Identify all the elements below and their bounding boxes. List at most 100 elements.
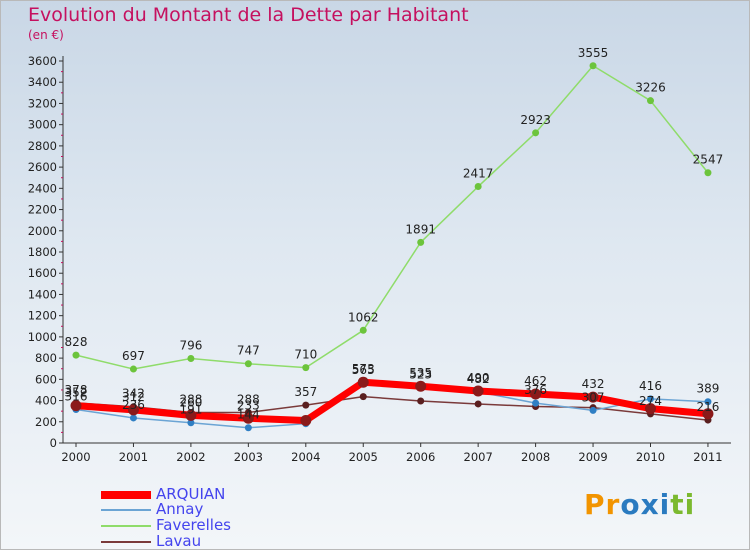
y-tick-label: 2800 xyxy=(28,139,57,153)
data-label-faverelles: 2923 xyxy=(520,113,551,127)
y-tick-label: 600 xyxy=(35,372,57,386)
y-tick-label: 3600 xyxy=(28,54,57,68)
y-tick-label: 400 xyxy=(35,394,57,408)
data-label-arquian: 352 xyxy=(65,386,88,400)
data-point-faverelles xyxy=(72,351,80,359)
data-label-lavau: 288 xyxy=(179,392,202,406)
proxiti-logo: Proxiti xyxy=(584,488,695,521)
y-tick-label: 2600 xyxy=(28,160,57,174)
series-line-annay xyxy=(75,382,708,429)
data-label-faverelles: 3555 xyxy=(578,46,609,60)
y-tick-label: 200 xyxy=(35,415,57,429)
data-label-faverelles: 2417 xyxy=(463,167,494,181)
data-label-annay: 523 xyxy=(409,368,432,382)
chart-subtitle: (en €) xyxy=(28,28,64,42)
data-point-arquian xyxy=(185,409,197,421)
data-label-arquian: 432 xyxy=(582,377,605,391)
data-point-arquian xyxy=(645,403,656,415)
data-point-arquian xyxy=(242,412,254,424)
y-tick-label: 1800 xyxy=(28,245,57,259)
data-label-arquian: 233 xyxy=(237,398,260,412)
x-tick-label: 2009 xyxy=(578,450,607,464)
data-point-faverelles xyxy=(589,62,597,70)
logo-letter: t xyxy=(670,488,685,521)
y-tick-label: 1600 xyxy=(28,266,57,280)
data-point-faverelles xyxy=(302,364,310,372)
data-point-annay xyxy=(187,419,195,427)
x-tick-label: 2008 xyxy=(521,450,550,464)
data-point-faverelles xyxy=(187,355,195,363)
data-point-arquian xyxy=(530,388,542,400)
data-label-faverelles: 2547 xyxy=(693,153,724,167)
y-tick-label: 1000 xyxy=(28,330,57,344)
legend-item-arquian: ARQUIAN xyxy=(101,485,401,503)
data-label-annay: 307 xyxy=(582,390,605,404)
data-label-lavau: 378 xyxy=(65,383,88,397)
data-point-arquian xyxy=(415,380,427,392)
data-label-annay: 316 xyxy=(65,389,88,403)
data-point-arquian xyxy=(357,376,369,388)
y-tick-label: 0 xyxy=(50,436,57,450)
data-point-annay xyxy=(704,398,712,406)
legend-label: ARQUIAN xyxy=(156,485,226,503)
x-tick-label: 2002 xyxy=(176,450,205,464)
legend-item-annay: Annay xyxy=(101,500,401,518)
data-label-faverelles: 697 xyxy=(122,349,145,363)
y-tick-label: 2400 xyxy=(28,181,57,195)
x-tick-label: 2007 xyxy=(464,450,493,464)
data-point-annay xyxy=(129,414,137,422)
data-label-arquian: 260 xyxy=(179,395,202,409)
data-point-faverelles xyxy=(532,129,540,137)
data-label-annay: 376 xyxy=(524,383,547,397)
legend-swatch xyxy=(101,509,151,511)
legend-swatch xyxy=(101,525,151,527)
x-tick-label: 2001 xyxy=(119,450,148,464)
data-label-annay: 482 xyxy=(467,372,490,386)
data-point-arquian xyxy=(472,385,484,397)
data-label-arquian: 312 xyxy=(122,390,145,404)
series-line-faverelles xyxy=(75,65,709,370)
data-point-lavau xyxy=(302,401,310,409)
legend-label: Annay xyxy=(156,500,204,518)
y-tick-label: 2200 xyxy=(28,203,57,217)
data-label-annay: 236 xyxy=(122,398,145,412)
data-label-arquian: 573 xyxy=(352,362,375,376)
data-point-arquian xyxy=(70,400,82,412)
x-tick-label: 2010 xyxy=(636,450,665,464)
data-point-faverelles xyxy=(129,365,137,373)
x-tick-label: 2003 xyxy=(234,450,263,464)
data-point-arquian xyxy=(702,408,714,420)
chart-title: Evolution du Montant de la Dette par Hab… xyxy=(28,4,469,26)
data-point-faverelles xyxy=(417,238,425,246)
data-point-annay xyxy=(532,399,540,407)
data-point-faverelles xyxy=(244,360,252,368)
data-label-annay: 565 xyxy=(352,363,375,377)
data-label-faverelles: 1891 xyxy=(405,222,436,236)
data-label-arquian: 535 xyxy=(409,366,432,380)
data-point-lavau xyxy=(474,400,482,408)
x-tick-label: 2011 xyxy=(693,450,722,464)
logo-letter: r xyxy=(605,488,621,521)
x-tick-label: 2004 xyxy=(291,450,320,464)
data-point-lavau xyxy=(359,393,367,401)
y-tick-label: 3200 xyxy=(28,96,57,110)
data-label-lavau: 216 xyxy=(696,400,719,414)
y-tick-label: 800 xyxy=(35,351,57,365)
data-label-annay: 416 xyxy=(639,379,662,393)
data-label-arquian: 490 xyxy=(467,371,490,385)
data-label-faverelles: 747 xyxy=(237,344,260,358)
data-point-faverelles xyxy=(359,326,367,334)
legend-item-faverelles: Faverelles xyxy=(101,516,401,534)
data-point-arquian xyxy=(300,415,312,427)
data-label-faverelles: 710 xyxy=(294,348,317,362)
data-label-lavau: 342 xyxy=(122,387,145,401)
y-tick-label: 2000 xyxy=(28,224,57,238)
logo-letter: o xyxy=(620,488,641,521)
legend-label: Lavau xyxy=(156,532,202,550)
data-label-lavau: 274 xyxy=(639,394,662,408)
y-tick-label: 3000 xyxy=(28,118,57,132)
data-point-arquian xyxy=(127,404,139,416)
y-tick-label: 1400 xyxy=(28,287,57,301)
legend-item-lavau: Lavau xyxy=(101,532,401,550)
